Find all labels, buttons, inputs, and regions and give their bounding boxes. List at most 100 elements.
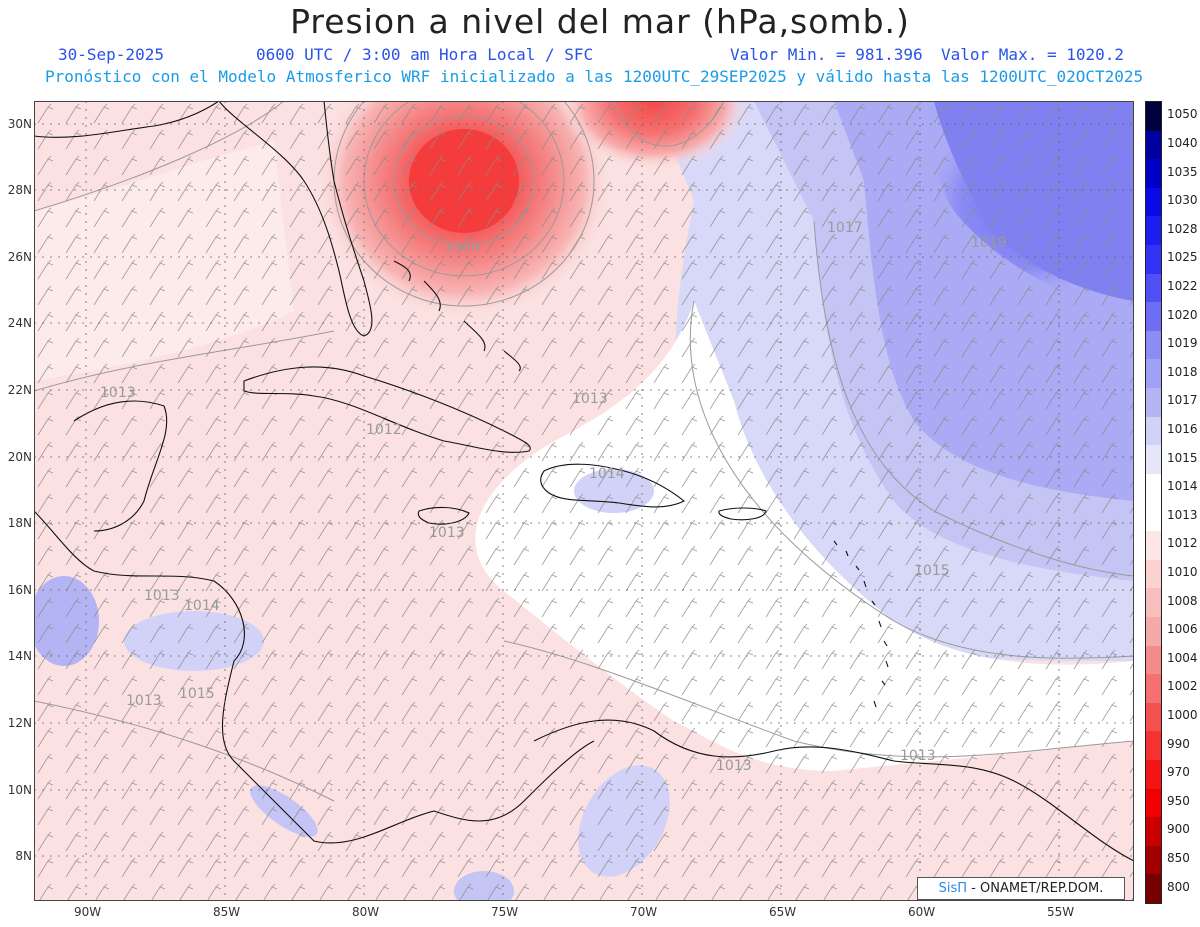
colorbar-cell: [1146, 273, 1161, 303]
contour-label: 1014: [589, 466, 625, 482]
colorbar-cell: [1146, 645, 1161, 675]
lon-label: 85W: [213, 905, 241, 919]
colorbar-label: 1035: [1167, 164, 1198, 179]
lat-label: 18N: [7, 516, 32, 530]
colorbar-cell: [1146, 245, 1161, 275]
colorbar-label: 1022: [1167, 278, 1198, 293]
colorbar-cell: [1146, 102, 1161, 132]
colorbar-label: 1020: [1167, 307, 1198, 322]
colorbar-label: 1016: [1167, 421, 1198, 436]
colorbar-cell: [1146, 817, 1161, 847]
forecast-time: 0600 UTC / 3:00 am Hora Local / SFC: [256, 45, 594, 64]
credit-box: SisΠ - ONAMET/REP.DOM.: [917, 877, 1125, 900]
contour-label: 1013: [572, 391, 608, 407]
contour-label: 1013: [144, 588, 180, 604]
colorbar-label: 900: [1167, 822, 1190, 837]
colorbar-label: 1015: [1167, 450, 1198, 465]
lat-label: 14N: [7, 649, 32, 663]
colorbar-cell: [1146, 445, 1161, 475]
colorbar-label: 970: [1167, 765, 1190, 780]
map-svg: 1013 1012 1013 1014 1013 1013 1014 1015 …: [34, 101, 1134, 901]
colorbar-label: 1040: [1167, 135, 1198, 150]
colorbar-label: 850: [1167, 851, 1190, 866]
colorbar-cell: [1146, 302, 1161, 332]
max-value: Valor Max. = 1020.2: [941, 45, 1125, 64]
model-info: Pronóstico con el Modelo Atmosferico WRF…: [45, 67, 1144, 86]
colorbar-cell: [1146, 531, 1161, 561]
colorbar-label: 800: [1167, 879, 1190, 894]
lat-label: 22N: [7, 383, 32, 397]
contour-label: 1015: [914, 563, 950, 579]
lon-label: 80W: [352, 905, 380, 919]
contour-label: 1013: [100, 385, 136, 401]
colorbar-cell: [1146, 330, 1161, 360]
colorbar-label: 1013: [1167, 507, 1198, 522]
colorbar-label: 990: [1167, 736, 1190, 751]
lat-label: 26N: [7, 250, 32, 264]
colorbar-cell: [1146, 874, 1161, 904]
contour-label: 1015: [179, 686, 215, 702]
colorbar-cell: [1146, 130, 1161, 160]
colorbar-cell: [1146, 187, 1161, 217]
colorbar-cell: [1146, 159, 1161, 189]
lon-label: 75W: [491, 905, 519, 919]
contour-label: 1013: [716, 758, 752, 774]
colorbar-label: 1006: [1167, 622, 1198, 637]
lat-label: 12N: [7, 716, 32, 730]
colorbar-label: 1012: [1167, 536, 1198, 551]
pressure-map: 1013 1012 1013 1014 1013 1013 1014 1015 …: [34, 101, 1134, 901]
colorbar-cell: [1146, 473, 1161, 503]
colorbar-label: 1050: [1167, 107, 1198, 122]
colorbar-label: 1008: [1167, 593, 1198, 608]
colorbar-cell: [1146, 216, 1161, 246]
colorbar-cell: [1146, 559, 1161, 589]
min-value: Valor Min. = 981.396: [730, 45, 923, 64]
colorbar-label: 1017: [1167, 393, 1198, 408]
colorbar-label: 1030: [1167, 193, 1198, 208]
colorbar-label: 1019: [1167, 336, 1198, 351]
colorbar-cell: [1146, 502, 1161, 532]
colorbar-cell: [1146, 759, 1161, 790]
colorbar-cell: [1146, 731, 1161, 761]
colorbar-label: 1014: [1167, 479, 1198, 494]
colorbar-label: 1000: [1167, 708, 1198, 723]
contour-label: 1014: [184, 598, 220, 614]
chart-title: Presion a nivel del mar (hPa,somb.): [290, 2, 910, 41]
contour-label: 1017: [827, 220, 863, 236]
colorbar-cell: [1146, 588, 1161, 618]
colorbar-cell: [1146, 616, 1161, 647]
lat-label: 24N: [7, 316, 32, 330]
contour-label: 1013: [429, 525, 465, 541]
lon-label: 60W: [908, 905, 936, 919]
lon-label: 55W: [1047, 905, 1075, 919]
forecast-date: 30-Sep-2025: [58, 45, 164, 64]
sispi-logo: SisΠ: [938, 881, 968, 896]
contour-label: 1013: [900, 748, 936, 764]
lon-label: 90W: [74, 905, 102, 919]
colorbar-cell: [1146, 702, 1161, 732]
colorbar-label: 1028: [1167, 221, 1198, 236]
colorbar-label: 950: [1167, 793, 1190, 808]
contour-label: 1004: [444, 240, 480, 256]
colorbar-label: 1010: [1167, 565, 1198, 580]
contour-label: 1012: [366, 422, 402, 438]
colorbar-cell: [1146, 674, 1161, 704]
colorbar-cell: [1146, 388, 1161, 418]
colorbar-cell: [1146, 359, 1161, 389]
lat-label: 16N: [7, 583, 32, 597]
colorbar-label: 1004: [1167, 650, 1198, 665]
colorbar-cell: [1146, 845, 1161, 875]
lat-label: 20N: [7, 450, 32, 464]
colorbar-label: 1025: [1167, 250, 1198, 265]
colorbar-cell: [1146, 416, 1161, 446]
colorbar-label: 1018: [1167, 364, 1198, 379]
lon-label: 70W: [630, 905, 658, 919]
lat-label: 10N: [7, 783, 32, 797]
colorbar-label: 1002: [1167, 679, 1198, 694]
colorbar-cell: [1146, 788, 1161, 818]
lon-label: 65W: [769, 905, 797, 919]
lat-label: 30N: [7, 117, 32, 131]
contour-label: 1013: [126, 693, 162, 709]
lat-label: 8N: [15, 849, 32, 863]
contour-label: 1019: [971, 235, 1007, 251]
